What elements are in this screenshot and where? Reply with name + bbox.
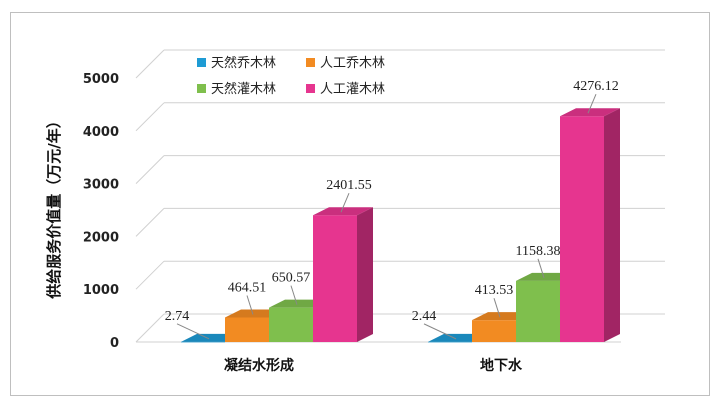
gridline-diagonal (135, 155, 165, 184)
y-tick-label: 1000 (83, 283, 119, 298)
label-leader (537, 258, 545, 278)
gridline-diagonal (135, 260, 165, 290)
legend-label: 天然乔木林 (211, 55, 276, 71)
data-label: 2401.55 (326, 178, 372, 193)
bar-chart: 0 1000 2000 3000 4000 5000 凝结水形成 地下水 2.74 464.5… (45, 49, 665, 374)
legend-label: 人工灌木林 (320, 82, 385, 97)
bar-front (428, 341, 472, 343)
bar-front (313, 215, 357, 342)
bar-front (225, 317, 269, 342)
y-tick-label: 4000 (83, 125, 119, 140)
bar-top (560, 108, 620, 117)
legend-item: 天然乔木林 (197, 55, 276, 71)
x-axis-categories: 凝结水形成 地下水 (224, 357, 523, 374)
gridline-diagonal (135, 208, 165, 237)
bar (560, 108, 620, 343)
chart-frame: 0 1000 2000 3000 4000 5000 凝结水形成 地下水 2.74 464.5… (10, 12, 710, 396)
y-axis-ticks: 0 1000 2000 3000 4000 5000 (83, 72, 119, 351)
bar-top (313, 207, 373, 216)
bar-front (560, 116, 604, 343)
legend-swatch (197, 58, 206, 67)
data-label: 2.74 (165, 309, 190, 324)
y-tick-label: 2000 (83, 230, 119, 245)
y-tick-label: 5000 (83, 72, 119, 87)
bars (181, 108, 620, 343)
label-leader (246, 295, 254, 315)
data-label: 2.44 (412, 309, 437, 324)
bar-front (472, 320, 516, 342)
gridline-diagonal (135, 49, 165, 79)
bar-front (181, 341, 225, 343)
bar-side (357, 207, 373, 342)
label-leader (587, 94, 597, 114)
label-leader (493, 298, 501, 318)
x-category-label: 地下水 (480, 357, 523, 374)
bar-side (604, 108, 620, 343)
bar-front (516, 280, 560, 342)
y-tick-label: 0 (110, 336, 119, 351)
data-label: 1158.38 (516, 244, 561, 259)
x-category-label: 凝结水形成 (224, 357, 294, 374)
legend-label: 天然灌木林 (211, 81, 276, 97)
legend-swatch (306, 58, 315, 67)
legend-item: 天然灌木林 (197, 81, 276, 97)
legend-swatch (306, 84, 315, 93)
gridline-diagonal (135, 102, 165, 132)
label-leader (290, 285, 298, 305)
legend-swatch (197, 84, 206, 93)
label-leader (176, 323, 210, 340)
data-label: 464.51 (228, 280, 267, 295)
data-label: 413.53 (475, 283, 514, 298)
y-axis-title: 供给服务价值量（万元/年） (45, 113, 63, 299)
label-leader (423, 323, 457, 340)
bar (313, 207, 373, 342)
y-tick-label: 3000 (83, 178, 119, 193)
legend-item: 人工乔木林 (306, 56, 385, 71)
label-leader (340, 193, 350, 213)
data-label: 650.57 (272, 271, 311, 286)
data-labels: 2.74 464.51 650.57 2401.55 2.44 413.53 1158.38… (165, 79, 619, 340)
bar-front (269, 307, 313, 342)
gridline-diagonal (135, 313, 165, 343)
legend-item: 人工灌木林 (306, 82, 385, 97)
legend-label: 人工乔木林 (320, 56, 385, 71)
data-label: 4276.12 (573, 79, 619, 94)
